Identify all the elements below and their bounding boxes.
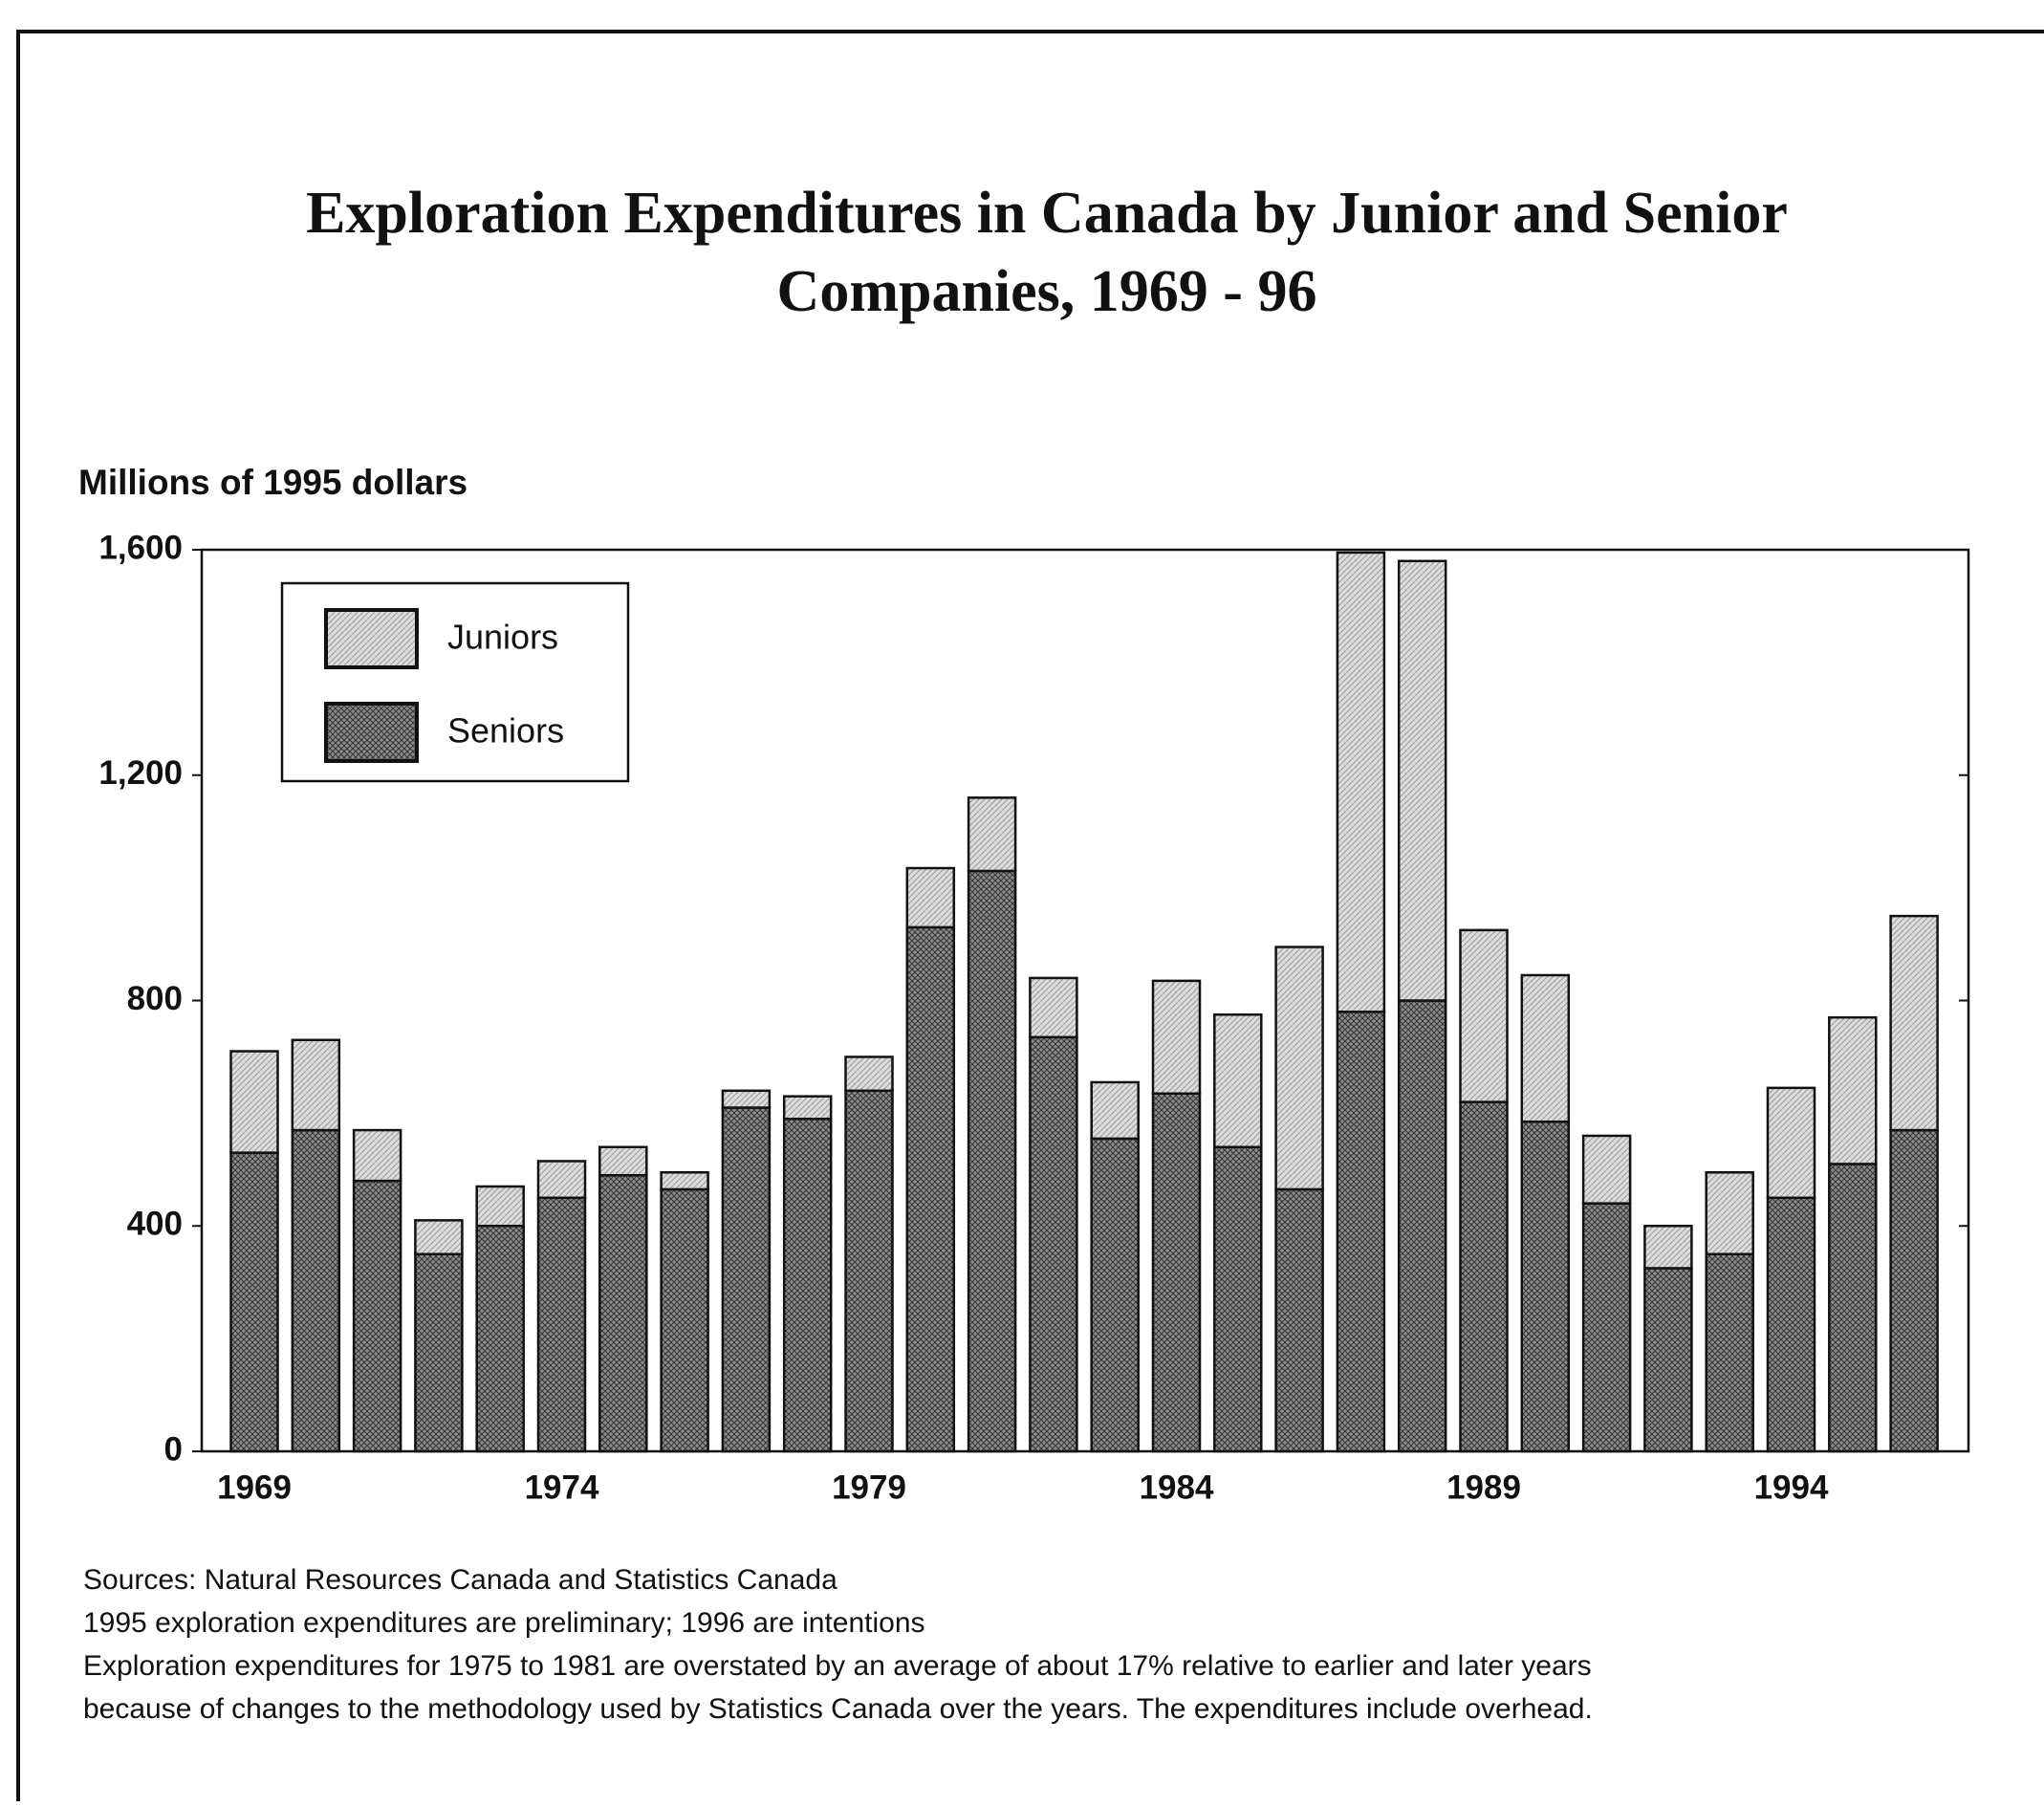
bar-segment <box>352 1128 402 1183</box>
bar-segment <box>721 1089 772 1109</box>
bar-segment <box>1828 1163 1878 1453</box>
page-frame <box>16 30 2044 1801</box>
bar-segment <box>660 1171 709 1191</box>
bar-segment <box>1090 1080 1140 1141</box>
bar-segment <box>1459 928 1509 1103</box>
bar-segment <box>414 1252 464 1453</box>
bar-segment <box>1336 1011 1386 1453</box>
bar-segment <box>1766 1086 1816 1200</box>
bar-segment <box>1397 999 1447 1453</box>
x-tick-label: 1974 <box>525 1469 599 1506</box>
y-tick-label: 1,200 <box>98 754 183 792</box>
bar-segment <box>905 925 956 1453</box>
bar-segment <box>721 1106 772 1453</box>
bar-segment <box>475 1225 525 1453</box>
footnote: because of changes to the methodology us… <box>83 1693 1593 1725</box>
bar-segment <box>1090 1137 1140 1453</box>
bar-segment <box>475 1185 525 1228</box>
x-tick-label: 1989 <box>1446 1469 1521 1506</box>
bar-segment <box>1889 914 1939 1132</box>
bar-segment <box>1828 1015 1878 1165</box>
bar-segment <box>352 1179 402 1453</box>
y-tick-label: 0 <box>164 1430 183 1468</box>
bar-segment <box>229 1151 279 1453</box>
chart-title: Exploration Expenditures in Canada by Ju… <box>306 181 1788 246</box>
bar-segment <box>1213 1012 1263 1148</box>
bar-segment <box>844 1089 894 1453</box>
bar-segment <box>1336 551 1386 1013</box>
bar-segment <box>598 1145 648 1177</box>
bar-segment <box>1151 1092 1202 1453</box>
bar-segment <box>782 1118 833 1453</box>
bar-segment <box>1520 973 1571 1123</box>
bar-segment <box>1766 1196 1816 1453</box>
x-tick-label: 1979 <box>832 1469 906 1506</box>
bar-segment <box>1459 1100 1509 1453</box>
bar-segment <box>1705 1252 1754 1453</box>
bar-segment <box>1274 1187 1324 1453</box>
chart-title: Companies, 1969 - 96 <box>777 259 1317 324</box>
bar-segment <box>844 1056 894 1093</box>
bar-segment <box>229 1050 279 1154</box>
legend-swatch <box>324 702 419 763</box>
bar-segment <box>1397 559 1447 1002</box>
x-tick-label: 1984 <box>1140 1469 1214 1506</box>
bar-segment <box>291 1038 341 1132</box>
bar-segment <box>291 1128 341 1453</box>
x-tick-label: 1969 <box>217 1469 292 1506</box>
bar-segment <box>1889 1128 1939 1453</box>
y-tick-label: 800 <box>127 980 183 1017</box>
bar-segment <box>536 1196 587 1453</box>
bar-segment <box>598 1173 648 1453</box>
bar-segment <box>967 796 1017 873</box>
legend-label: Seniors <box>447 711 564 751</box>
legend-swatch <box>324 608 419 669</box>
bar-segment <box>1581 1134 1632 1205</box>
bar-segment <box>660 1187 709 1453</box>
y-axis-title: Millions of 1995 dollars <box>78 463 468 502</box>
footnote: Sources: Natural Resources Canada and St… <box>83 1564 837 1596</box>
bar-segment <box>1151 979 1202 1095</box>
x-tick-label: 1994 <box>1754 1469 1829 1506</box>
bar-segment <box>967 869 1017 1453</box>
bar-segment <box>1213 1145 1263 1453</box>
y-tick-label: 1,600 <box>98 529 183 566</box>
bar-segment <box>1029 976 1078 1039</box>
bar-segment <box>1029 1035 1078 1453</box>
bar-segment <box>1581 1202 1632 1453</box>
legend-label: Juniors <box>447 618 558 657</box>
bar-segment <box>782 1095 833 1121</box>
bar-segment <box>414 1219 464 1255</box>
bar-segment <box>1643 1267 1693 1453</box>
bar-segment <box>536 1160 587 1200</box>
footnote: 1995 exploration expenditures are prelim… <box>83 1607 925 1639</box>
y-tick-label: 400 <box>127 1206 183 1243</box>
bar-segment <box>1705 1171 1754 1255</box>
bar-segment <box>905 866 956 929</box>
bar-segment <box>1643 1225 1693 1270</box>
footnote: Exploration expenditures for 1975 to 198… <box>83 1650 1592 1682</box>
bar-segment <box>1520 1120 1571 1453</box>
bar-segment <box>1274 946 1324 1191</box>
